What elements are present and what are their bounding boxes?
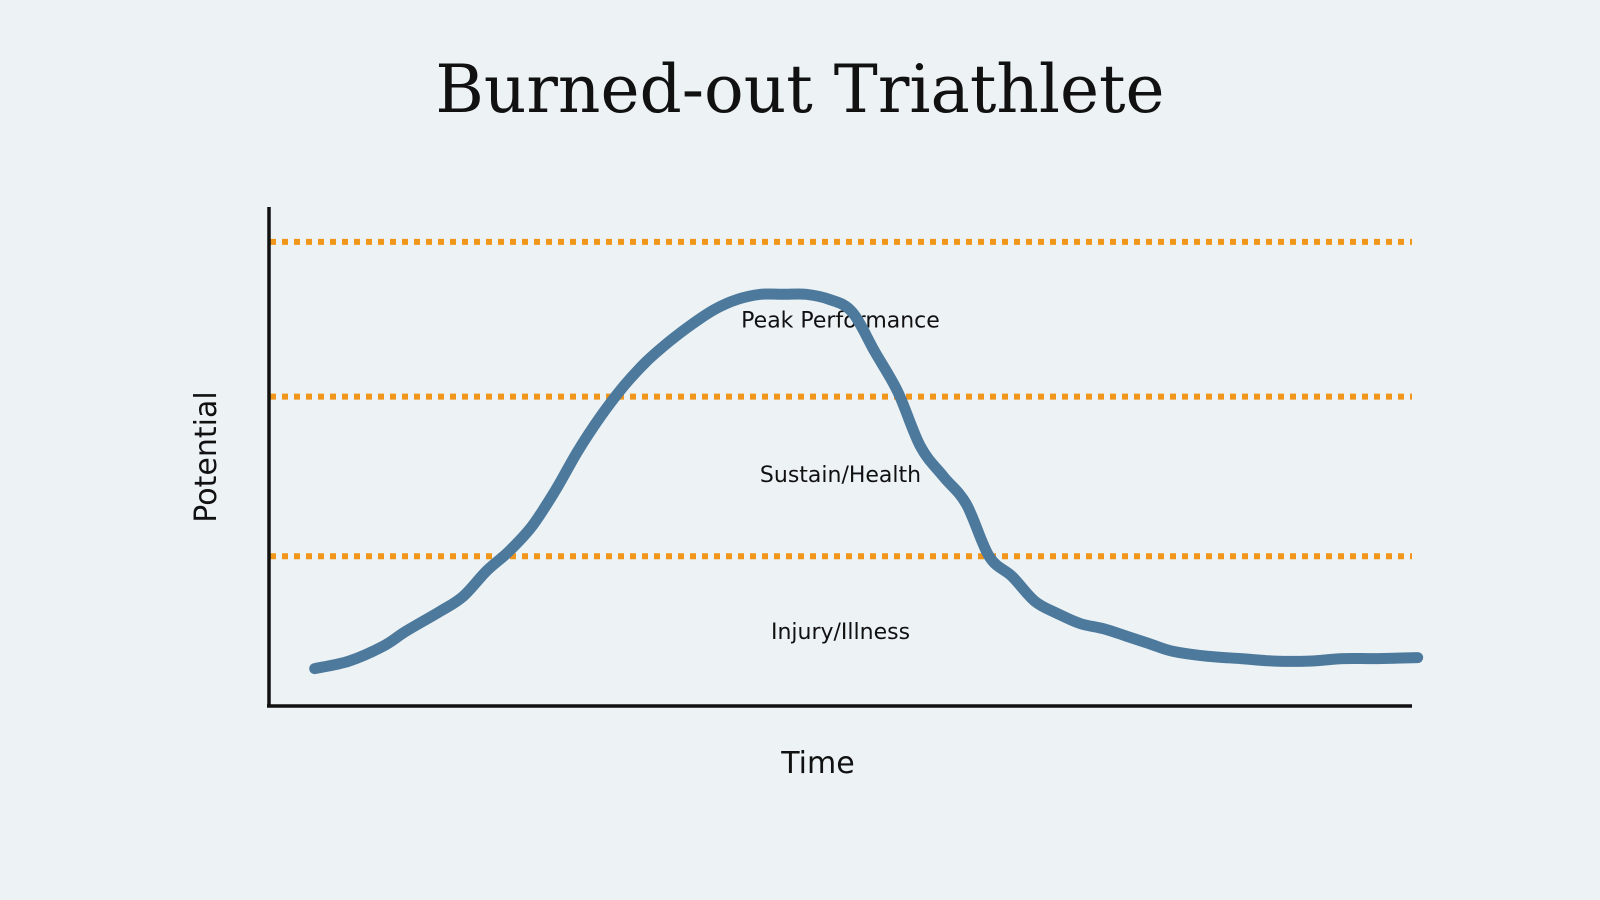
y-axis-label: Potential — [189, 391, 224, 522]
threshold-lines — [270, 238, 1412, 560]
series-layer — [309, 288, 1424, 675]
zone-label-3: Injury/Illness — [771, 620, 910, 645]
zone-labels: Peak Performance Sustain/Health Injury/Ill… — [741, 308, 940, 645]
x-axis-label: Time — [780, 746, 854, 781]
series-line-1 — [309, 288, 1424, 675]
chart-title: Burned-out Triathlete — [435, 51, 1164, 128]
zone-label-2: Sustain/Health — [760, 463, 921, 488]
zone-label-1: Peak Performance — [741, 308, 940, 333]
